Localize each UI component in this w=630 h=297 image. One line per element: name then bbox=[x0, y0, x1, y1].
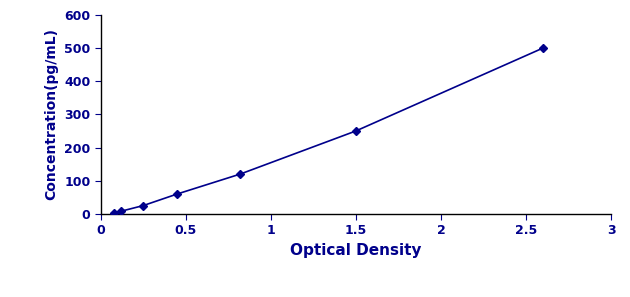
Y-axis label: Concentration(pg/mL): Concentration(pg/mL) bbox=[45, 28, 59, 200]
X-axis label: Optical Density: Optical Density bbox=[290, 243, 421, 258]
